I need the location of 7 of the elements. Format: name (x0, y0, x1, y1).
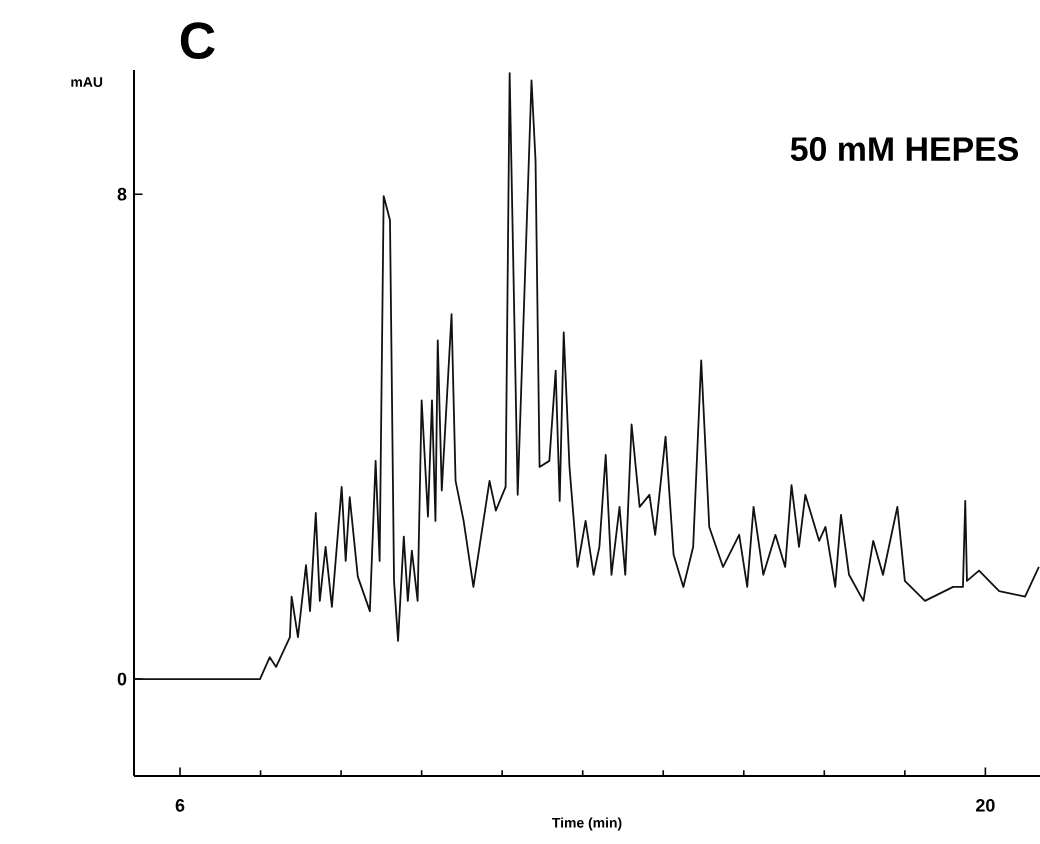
x-tick-label: 20 (976, 799, 995, 812)
line-series (133, 72, 1040, 680)
annotation: 50 mM HEPES (790, 137, 1019, 162)
chart-title: C (180, 22, 215, 59)
y-tick-label: 8 (117, 187, 127, 201)
x-tick-label: 6 (175, 799, 185, 812)
y-tick-label: 0 (117, 672, 127, 686)
